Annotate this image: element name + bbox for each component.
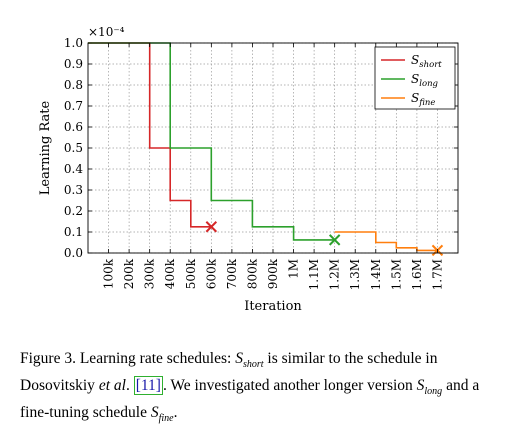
x-tick-label: 400k xyxy=(163,258,177,289)
grid-lines xyxy=(88,42,458,254)
y-tick-label: 0.8 xyxy=(64,78,83,92)
y-tick-label: 0.7 xyxy=(64,99,83,113)
end-marker-long xyxy=(328,234,341,246)
x-tick-label: 800k xyxy=(245,258,259,289)
figure-label: Figure 3. xyxy=(20,350,76,367)
legend-label-short: Sshort xyxy=(411,53,442,70)
end-marker-short xyxy=(205,221,218,233)
y-tick-label: 0.0 xyxy=(64,246,83,260)
y-tick-label: 0.5 xyxy=(64,141,83,155)
x-tick-label: 100k xyxy=(102,258,116,289)
y-tick-label: 0.3 xyxy=(64,183,83,197)
x-tick-label: 1.6M xyxy=(410,259,424,290)
y-tick-label: 0.2 xyxy=(64,204,83,218)
x-tick-label: 1.7M xyxy=(430,259,444,290)
citation-link[interactable]: [11] xyxy=(133,376,163,396)
y-scale-label: ×10⁻⁴ xyxy=(88,25,125,39)
x-tick-label: 1.3M xyxy=(348,259,362,290)
series-line-fine xyxy=(334,231,438,252)
legend-label-long: Slong xyxy=(411,72,439,89)
series-line-short xyxy=(88,42,212,228)
legend-label-fine: Sfine xyxy=(411,91,435,108)
x-tick-label: 500k xyxy=(184,258,198,289)
x-axis-label: Iteration xyxy=(244,299,302,314)
series-lines xyxy=(88,42,444,257)
x-tick-label: 600k xyxy=(204,258,218,289)
x-tick-label: 300k xyxy=(143,258,157,289)
y-tick-label: 0.4 xyxy=(64,162,83,176)
x-tick-label: 1.5M xyxy=(389,259,403,290)
y-axis-label: Learning Rate xyxy=(38,100,53,195)
axes: 0.0 0.1 0.2 0.3 0.4 0.5 0.6 0.7 0.8 0.9 1.0 100k 200… xyxy=(38,25,459,314)
legend: Sshort Slong Sfine xyxy=(374,46,456,110)
x-tick-label: 900k xyxy=(266,258,280,289)
learning-rate-chart: 0.0 0.1 0.2 0.3 0.4 0.5 0.6 0.7 0.8 0.9 1.0 100k 200… xyxy=(38,25,459,314)
y-tick-label: 0.9 xyxy=(64,57,83,71)
x-tick-label: 1.1M xyxy=(307,259,321,290)
figure-caption: Figure 3. Learning rate schedules: Sshor… xyxy=(20,350,480,425)
series-line-long xyxy=(88,42,335,241)
x-tick-label: 700k xyxy=(225,258,239,289)
y-tick-label: 1.0 xyxy=(64,36,83,50)
x-tick-label: 1.4M xyxy=(369,259,383,290)
y-tick-label: 0.1 xyxy=(64,225,83,239)
x-tick-label: 1.2M xyxy=(328,259,342,290)
x-tick-label: 1M xyxy=(287,259,301,279)
y-tick-label: 0.6 xyxy=(64,120,83,134)
x-tick-label: 200k xyxy=(122,258,136,289)
